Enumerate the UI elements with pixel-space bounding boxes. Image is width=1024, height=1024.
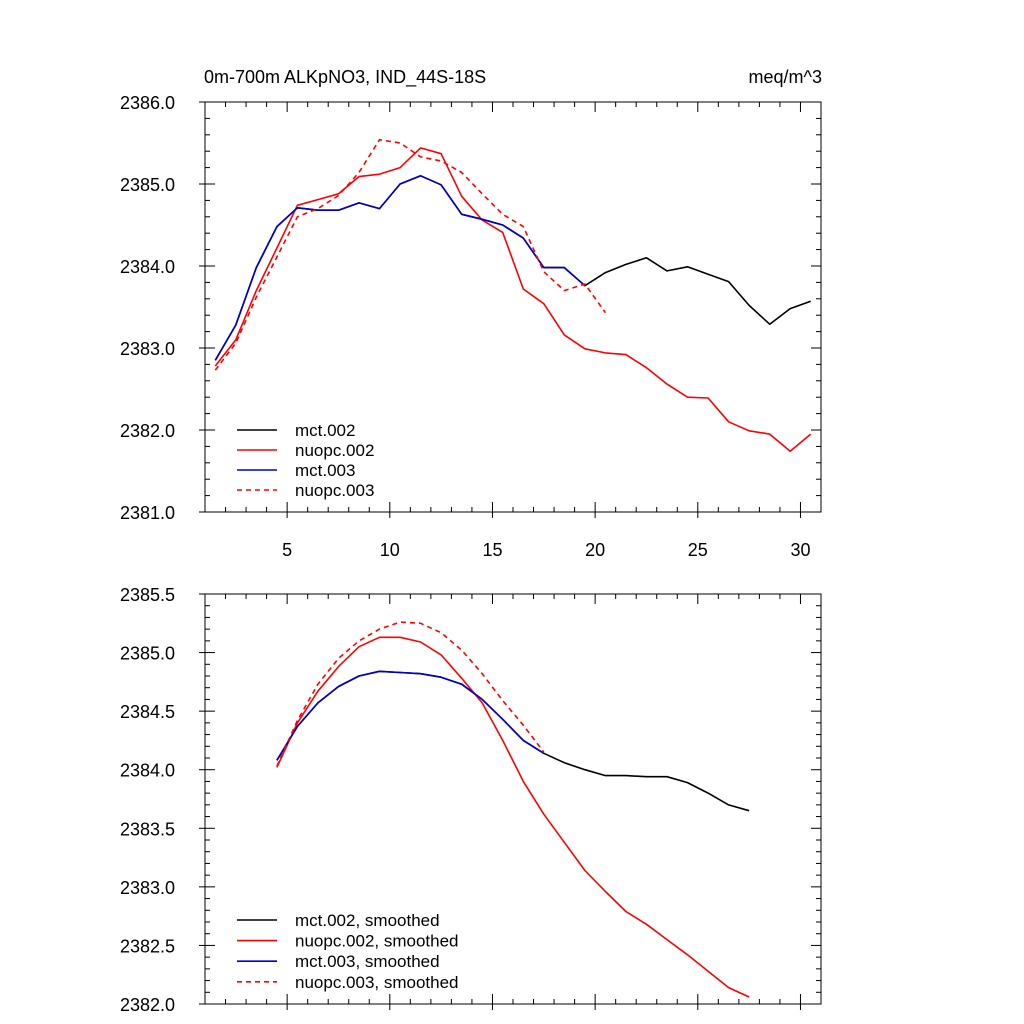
x-tick-label: 10 — [380, 540, 400, 560]
x-tick-label: 30 — [790, 540, 810, 560]
chart-panel-top: 0m-700m ALKpNO3, IND_44S-18S meq/m^3 5 10… — [120, 67, 822, 560]
y-tick-label: 2382.0 — [120, 421, 175, 441]
chart-panel-bottom: 2382.0 2382.5 2383.0 2383.5 2384.0 2384.5 2385… — [120, 585, 822, 1015]
x-tick-label: 20 — [585, 540, 605, 560]
legend-label: nuopc.003 — [295, 481, 374, 500]
legend: mct.002, smoothed nuopc.002, smoothedmct.… — [237, 911, 459, 992]
legend-label: nuopc.002, smoothed — [295, 932, 459, 951]
y-tick-label: 2384.5 — [120, 702, 175, 722]
series-line — [276, 621, 545, 767]
y-tick-label: 2385.0 — [120, 175, 175, 195]
legend-label: mct.003 — [295, 461, 355, 480]
y-tick-label: 2384.0 — [120, 257, 175, 277]
y-tick-label: 2384.0 — [120, 761, 175, 781]
legend-label: nuopc.002 — [295, 441, 374, 460]
y-tick-label: 2383.0 — [120, 339, 175, 359]
x-tick-label: 25 — [688, 540, 708, 560]
y-tick-label: 2382.5 — [120, 936, 175, 956]
y-tick-label: 2381.0 — [120, 503, 175, 523]
series-line — [276, 670, 750, 812]
y-tick-label: 2383.5 — [120, 819, 175, 839]
chart-title: 0m-700m ALKpNO3, IND_44S-18S — [204, 67, 486, 88]
series-line — [276, 670, 545, 761]
legend-label: mct.002 — [295, 421, 355, 440]
y-tick-label: 2383.0 — [120, 878, 175, 898]
series-line — [214, 147, 812, 453]
y-tick-label: 2382.0 — [120, 995, 175, 1015]
series-line — [214, 175, 586, 361]
y-tick-label: 2386.0 — [120, 93, 175, 113]
legend-label: mct.003, smoothed — [295, 952, 440, 971]
y-tick-label: 2385.0 — [120, 644, 175, 664]
chart-units: meq/m^3 — [749, 67, 822, 87]
series-line — [214, 138, 607, 371]
legend-label: nuopc.003, smoothed — [295, 973, 459, 992]
legend-label: mct.002, smoothed — [295, 911, 440, 930]
series-line — [276, 636, 750, 998]
x-tick-label: 5 — [282, 540, 292, 560]
y-tick-label: 2385.5 — [120, 585, 175, 605]
x-tick-label: 15 — [482, 540, 502, 560]
